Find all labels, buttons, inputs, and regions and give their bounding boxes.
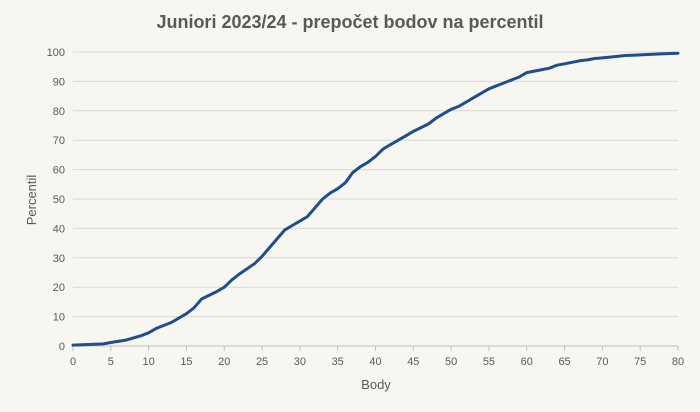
y-tick-label: 40 bbox=[53, 223, 65, 235]
series-line bbox=[71, 51, 680, 347]
series-layer bbox=[71, 51, 680, 347]
x-tick-label: 20 bbox=[218, 356, 230, 368]
x-tick-label: 15 bbox=[180, 356, 192, 368]
x-tick-label: 25 bbox=[256, 356, 268, 368]
x-tick-label: 0 bbox=[70, 356, 76, 368]
y-tick-label: 80 bbox=[53, 106, 65, 118]
y-tick-label: 30 bbox=[53, 253, 65, 265]
x-tick-label: 5 bbox=[108, 356, 114, 368]
y-tick-label: 100 bbox=[47, 47, 65, 59]
y-axis-label: Percentil bbox=[24, 175, 39, 226]
x-tick-label: 35 bbox=[332, 356, 344, 368]
x-tick-label: 60 bbox=[521, 356, 533, 368]
x-tick-label: 75 bbox=[634, 356, 646, 368]
y-tick-label: 10 bbox=[53, 312, 65, 324]
x-axis-label: Body bbox=[361, 377, 391, 392]
x-tick-label: 70 bbox=[596, 356, 608, 368]
tick-labels: 0 10 20 30 40 50 60 70 80 90 100 0 5 10 15 20 25 30 35 40 45… bbox=[47, 47, 684, 368]
chart-title: Juniori 2023/24 - prepočet bodov na perc… bbox=[156, 12, 543, 32]
y-tick-label: 60 bbox=[53, 165, 65, 177]
y-tick-label: 50 bbox=[53, 194, 65, 206]
axes bbox=[72, 345, 679, 351]
y-tick-label: 0 bbox=[59, 341, 65, 353]
y-tick-label: 20 bbox=[53, 282, 65, 294]
x-tick-label: 45 bbox=[407, 356, 419, 368]
x-tick-label: 40 bbox=[369, 356, 381, 368]
x-tick-label: 50 bbox=[445, 356, 457, 368]
x-tick-label: 10 bbox=[143, 356, 155, 368]
x-tick-label: 30 bbox=[294, 356, 306, 368]
x-tick-label: 65 bbox=[558, 356, 570, 368]
y-tick-label: 70 bbox=[53, 135, 65, 147]
x-tick-label: 80 bbox=[672, 356, 684, 368]
gridlines bbox=[73, 51, 678, 318]
y-tick-label: 90 bbox=[53, 76, 65, 88]
x-tick-label: 55 bbox=[483, 356, 495, 368]
